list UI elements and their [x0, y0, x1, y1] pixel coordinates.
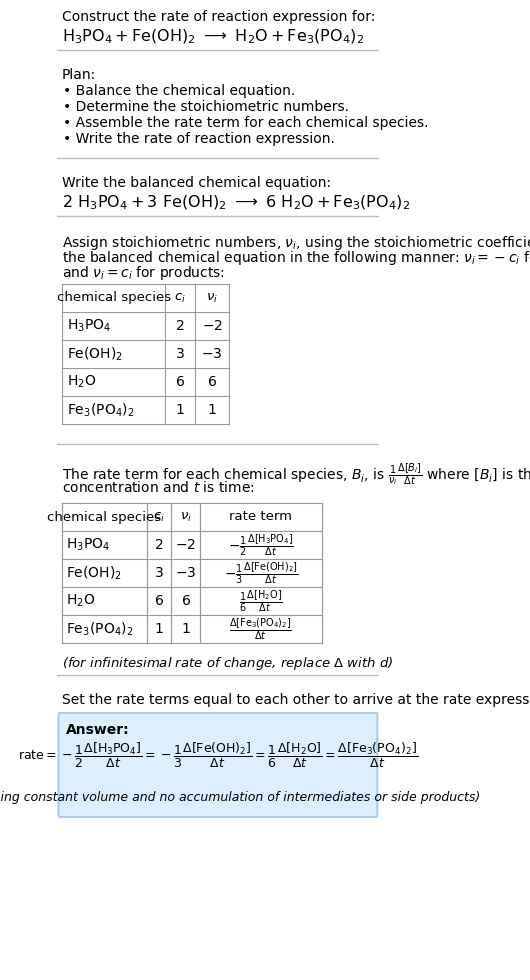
FancyBboxPatch shape [58, 713, 377, 817]
Text: $\mathrm{rate} = -\dfrac{1}{2}\dfrac{\Delta[\mathrm{H_3PO_4}]}{\Delta t} = -\dfr: $\mathrm{rate} = -\dfrac{1}{2}\dfrac{\De… [18, 741, 418, 769]
Text: and $\nu_i = c_i$ for products:: and $\nu_i = c_i$ for products: [62, 264, 225, 282]
Text: $\nu_i$: $\nu_i$ [206, 291, 218, 305]
Text: $\mathrm{H_3PO_4}$: $\mathrm{H_3PO_4}$ [66, 537, 110, 553]
Text: $1$: $1$ [207, 403, 217, 417]
Text: • Balance the chemical equation.: • Balance the chemical equation. [63, 84, 296, 98]
Text: 2: 2 [155, 538, 163, 552]
Text: • Write the rate of reaction expression.: • Write the rate of reaction expression. [63, 132, 335, 146]
Text: 2: 2 [176, 319, 184, 333]
Text: • Determine the stoichiometric numbers.: • Determine the stoichiometric numbers. [63, 100, 349, 114]
Text: chemical species: chemical species [57, 291, 171, 305]
Text: concentration and $t$ is time:: concentration and $t$ is time: [62, 480, 255, 495]
Text: $c_i$: $c_i$ [153, 511, 165, 523]
Text: chemical species: chemical species [48, 511, 162, 523]
Text: 1: 1 [176, 403, 185, 417]
Text: $-\frac{1}{2}\frac{\Delta[\mathrm{H_3PO_4}]}{\Delta t}$: $-\frac{1}{2}\frac{\Delta[\mathrm{H_3PO_… [228, 532, 294, 558]
Text: $1$: $1$ [181, 622, 191, 636]
Text: Construct the rate of reaction expression for:: Construct the rate of reaction expressio… [62, 10, 375, 24]
Text: $-2$: $-2$ [201, 319, 223, 333]
Text: Assign stoichiometric numbers, $\nu_i$, using the stoichiometric coefficients, $: Assign stoichiometric numbers, $\nu_i$, … [62, 234, 530, 252]
Text: $\frac{1}{6}\frac{\Delta[\mathrm{H_2O}]}{\Delta t}$: $\frac{1}{6}\frac{\Delta[\mathrm{H_2O}]}… [239, 588, 283, 613]
Text: $\mathrm{H_3PO_4 + Fe(OH)_2 \ \longrightarrow \ H_2O + Fe_3(PO_4)_2}$: $\mathrm{H_3PO_4 + Fe(OH)_2 \ \longright… [62, 28, 364, 46]
Text: Answer:: Answer: [66, 723, 129, 737]
Text: 1: 1 [155, 622, 164, 636]
Text: The rate term for each chemical species, $B_i$, is $\frac{1}{\nu_i}\frac{\Delta[: The rate term for each chemical species,… [62, 462, 530, 488]
Text: Set the rate terms equal to each other to arrive at the rate expression:: Set the rate terms equal to each other t… [62, 693, 530, 707]
Text: $-3$: $-3$ [201, 347, 223, 361]
Text: Write the balanced chemical equation:: Write the balanced chemical equation: [62, 176, 331, 190]
Text: (for infinitesimal rate of change, replace $\Delta$ with $d$): (for infinitesimal rate of change, repla… [62, 655, 394, 672]
Text: $\frac{\Delta[\mathrm{Fe_3(PO_4)_2}]}{\Delta t}$: $\frac{\Delta[\mathrm{Fe_3(PO_4)_2}]}{\D… [229, 616, 293, 642]
Text: $\mathrm{H_3PO_4}$: $\mathrm{H_3PO_4}$ [67, 318, 111, 334]
Text: $\mathrm{Fe(OH)_2}$: $\mathrm{Fe(OH)_2}$ [67, 345, 123, 363]
Text: $-3$: $-3$ [175, 566, 197, 580]
Text: $\mathrm{2\ H_3PO_4 + 3\ Fe(OH)_2 \ \longrightarrow \ 6\ H_2O + Fe_3(PO_4)_2}$: $\mathrm{2\ H_3PO_4 + 3\ Fe(OH)_2 \ \lon… [62, 194, 410, 213]
Text: the balanced chemical equation in the following manner: $\nu_i = -c_i$ for react: the balanced chemical equation in the fo… [62, 249, 530, 267]
Text: 3: 3 [176, 347, 184, 361]
Text: 6: 6 [155, 594, 164, 608]
Text: $6$: $6$ [181, 594, 191, 608]
Text: • Assemble the rate term for each chemical species.: • Assemble the rate term for each chemic… [63, 116, 429, 130]
Text: $\mathrm{H_2O}$: $\mathrm{H_2O}$ [66, 593, 95, 610]
Text: $6$: $6$ [207, 375, 217, 389]
Text: $\mathrm{Fe_3(PO_4)_2}$: $\mathrm{Fe_3(PO_4)_2}$ [66, 620, 133, 638]
Text: 6: 6 [176, 375, 185, 389]
Text: $c_i$: $c_i$ [174, 291, 186, 305]
Text: $\nu_i$: $\nu_i$ [180, 511, 192, 523]
Text: 3: 3 [155, 566, 163, 580]
Text: $\mathrm{H_2O}$: $\mathrm{H_2O}$ [67, 373, 96, 390]
Text: Plan:: Plan: [62, 68, 96, 82]
Text: $\mathrm{Fe(OH)_2}$: $\mathrm{Fe(OH)_2}$ [66, 564, 122, 582]
Text: $\mathrm{Fe_3(PO_4)_2}$: $\mathrm{Fe_3(PO_4)_2}$ [67, 401, 135, 418]
Text: rate term: rate term [229, 511, 293, 523]
Text: $-2$: $-2$ [175, 538, 196, 552]
Text: $-\frac{1}{3}\frac{\Delta[\mathrm{Fe(OH)_2}]}{\Delta t}$: $-\frac{1}{3}\frac{\Delta[\mathrm{Fe(OH)… [224, 561, 298, 586]
Text: (assuming constant volume and no accumulation of intermediates or side products): (assuming constant volume and no accumul… [0, 791, 481, 804]
